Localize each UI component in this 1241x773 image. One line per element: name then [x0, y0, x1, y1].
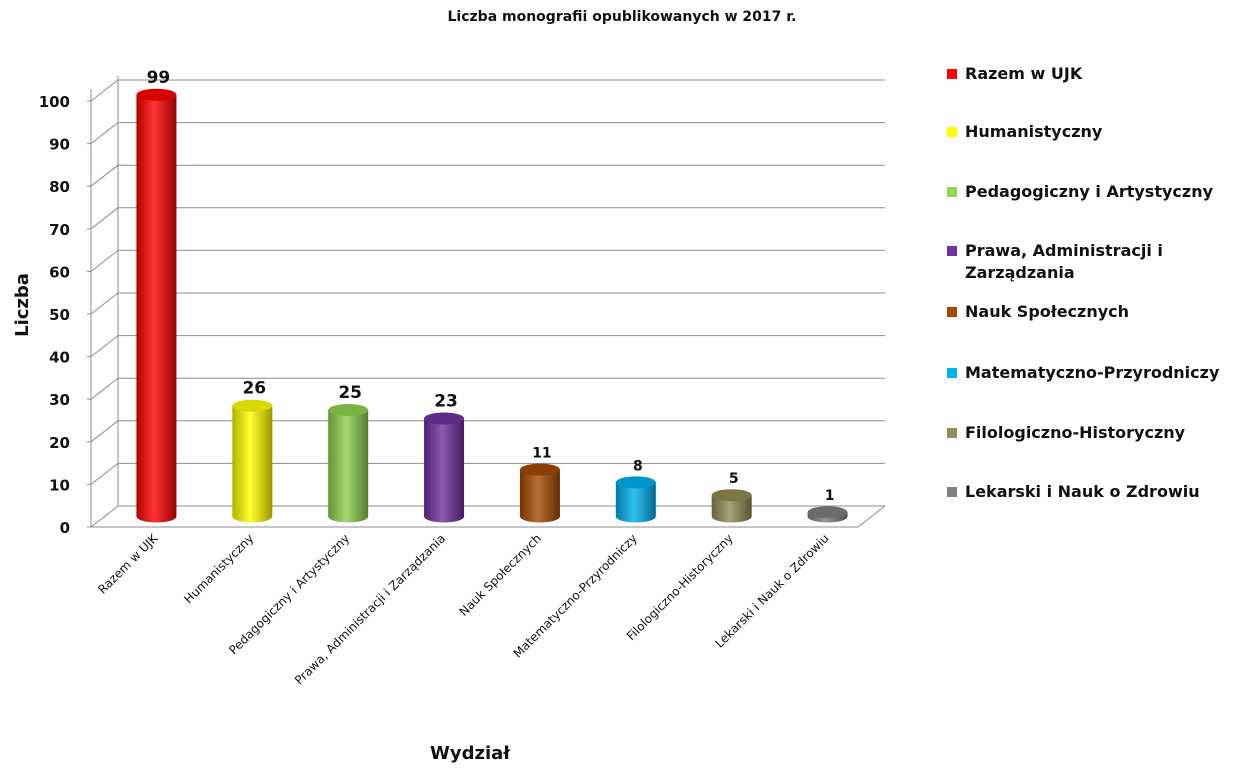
gridlines: [87, 79, 885, 528]
bar-top: [136, 88, 177, 101]
bar: 25: [328, 383, 369, 523]
legend-item: Razem w UJK: [947, 63, 1237, 85]
legend-item: Filologiczno-Historyczny: [947, 422, 1237, 444]
legend-label: Pedagogiczny i Artystyczny: [965, 182, 1214, 201]
data-label: 1: [825, 488, 835, 504]
legend-item: Matematyczno-Przyrodniczy: [947, 362, 1237, 384]
gridline-depth: [90, 164, 119, 187]
gridline-depth: [90, 292, 119, 315]
y-tick-label: 30: [49, 391, 70, 409]
y-tick-label: 60: [49, 263, 70, 281]
y-axis-label: Liczba: [12, 273, 33, 337]
bar: 23: [424, 392, 465, 523]
legend-label: Razem w UJK: [965, 64, 1083, 83]
bar-top: [615, 476, 656, 489]
x-axis-label: Wydział: [430, 743, 511, 764]
bars: 99 26 25 23 11 8 5 1: [136, 68, 848, 523]
gridline-depth: [90, 250, 119, 272]
gridline-depth: [90, 463, 119, 485]
x-tick-label: Lekarski i Nauk o Zdrowiu: [712, 531, 831, 650]
legend-swatch: [947, 127, 957, 137]
bar-top: [807, 506, 848, 519]
x-tick-label: Nauk Społecznych: [456, 531, 544, 619]
bar: 99: [136, 68, 177, 523]
y-tick-labels: 0 10 20 30 40 50 60 70 80 90 100: [39, 93, 70, 537]
legend-swatch: [947, 428, 957, 438]
bar-top: [232, 399, 273, 412]
floor-edge: [91, 505, 886, 528]
legend-item: Prawa, Administracji i Zarządzania: [947, 240, 1237, 284]
legend-item: Humanistyczny: [947, 121, 1237, 143]
bar-top: [711, 489, 752, 502]
legend-swatch: [947, 246, 957, 256]
gridline-depth: [90, 505, 119, 528]
legend-swatch: [947, 69, 957, 79]
gridline-depth: [90, 377, 119, 400]
data-label: 26: [242, 379, 266, 399]
y-tick-label: 20: [49, 434, 70, 452]
legend-swatch: [947, 368, 957, 378]
x-tick-label: Filologiczno-Historyczny: [624, 531, 736, 643]
bar: 5: [711, 471, 752, 523]
x-tick-label: Humanistyczny: [181, 531, 256, 606]
bar-body: [136, 94, 177, 523]
gridline-depth: [90, 79, 119, 102]
y-tick-label: 90: [49, 136, 70, 154]
data-label: 11: [532, 446, 551, 462]
bar-top: [328, 404, 369, 416]
legend-label: Prawa, Administracji i Zarządzania: [965, 241, 1163, 282]
bar: 26: [232, 379, 273, 523]
data-label: 8: [633, 458, 643, 474]
legend-item: Pedagogiczny i Artystyczny: [947, 181, 1237, 203]
data-label: 99: [147, 68, 171, 88]
x-tick-label: Prawa, Administracji i Zarządzania: [292, 531, 448, 687]
legend-swatch: [947, 307, 957, 317]
legend-swatch: [947, 187, 957, 197]
y-tick-label: 80: [49, 178, 70, 196]
gridline-depth: [90, 335, 119, 357]
bar-top: [519, 463, 560, 476]
bar: 1: [807, 488, 848, 523]
y-tick-label: 100: [39, 93, 70, 111]
legend-label: Lekarski i Nauk o Zdrowiu: [965, 482, 1200, 501]
legend-item: Nauk Społecznych: [947, 301, 1237, 323]
gridline-depth: [90, 420, 119, 443]
bar-body: [615, 482, 656, 523]
legend-item: Lekarski i Nauk o Zdrowiu: [947, 481, 1237, 503]
y-tick-label: 40: [49, 349, 70, 367]
legend-label: Filologiczno-Historyczny: [965, 423, 1186, 442]
bar-body: [424, 418, 465, 523]
y-tick-label: 0: [60, 519, 70, 537]
axes: [90, 76, 886, 528]
bar-body: [232, 405, 273, 523]
chart-title: Liczba monografii opublikowanych w 2017 …: [448, 9, 797, 25]
legend-label: Matematyczno-Przyrodniczy: [965, 363, 1220, 382]
data-label: 23: [434, 392, 458, 412]
bar-body: [711, 495, 752, 523]
data-label: 5: [729, 471, 739, 487]
y-tick-label: 50: [49, 306, 70, 324]
legend-swatch: [947, 487, 957, 497]
gridline-depth: [90, 122, 119, 144]
legend-label: Humanistyczny: [965, 122, 1103, 141]
bar: 11: [519, 446, 560, 523]
gridline-depth: [90, 207, 119, 230]
bar-body: [328, 410, 369, 523]
y-tick-label: 70: [49, 221, 70, 239]
x-tick-label: Razem w UJK: [95, 530, 161, 596]
legend-label: Nauk Społecznych: [965, 302, 1130, 321]
bar-top: [424, 412, 465, 425]
bar: 8: [615, 458, 656, 523]
bar-body: [519, 469, 560, 523]
data-label: 25: [338, 383, 362, 403]
y-tick-label: 10: [49, 476, 70, 494]
